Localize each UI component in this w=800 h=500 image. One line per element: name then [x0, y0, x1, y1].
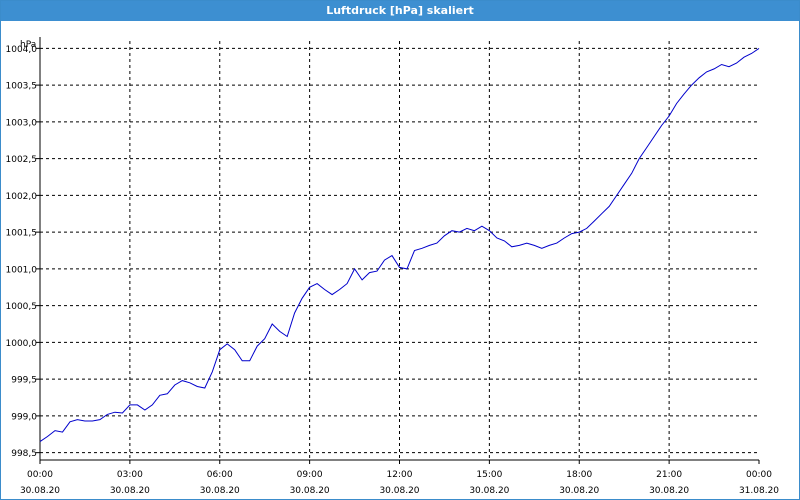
x-tick-date: 30.08.20 — [649, 486, 689, 496]
x-tick-date: 30.08.20 — [379, 486, 419, 496]
series-line — [39, 47, 760, 443]
x-tick-time: 06:00 — [207, 470, 233, 480]
y-tick-label: 1001,0 — [6, 265, 38, 275]
x-tick-date: 30.08.20 — [290, 486, 330, 496]
x-tick-date: 31.08.20 — [739, 486, 779, 496]
x-tick-date: 30.08.20 — [200, 486, 240, 496]
x-tick-date: 30.08.20 — [20, 486, 60, 496]
x-tick-date: 30.08.20 — [110, 486, 150, 496]
x-tick-time: 03:00 — [117, 470, 143, 480]
y-tick-label: 999,0 — [11, 412, 37, 422]
x-tick-time: 09:00 — [297, 470, 323, 480]
y-tick-label: 1003,0 — [6, 118, 38, 128]
y-axis-label: hPa — [20, 40, 36, 50]
x-tick-date: 30.08.20 — [559, 486, 599, 496]
x-tick-time: 18:00 — [566, 470, 592, 480]
y-tick-label: 1002,5 — [6, 155, 38, 165]
y-tick-label: 1004,0 — [6, 45, 38, 55]
x-tick-time: 00:00 — [746, 470, 772, 480]
y-tick-label: 1001,5 — [6, 229, 38, 239]
x-tick-date: 30.08.20 — [469, 486, 509, 496]
y-tick-label: 998,5 — [11, 449, 37, 459]
y-tick-label: 1003,5 — [6, 82, 38, 92]
x-tick-time: 21:00 — [656, 470, 682, 480]
y-tick-label: 999,5 — [11, 376, 37, 386]
y-tick-label: 1002,0 — [6, 192, 38, 202]
x-tick-time: 12:00 — [387, 470, 413, 480]
y-tick-label: 1000,0 — [6, 339, 38, 349]
x-tick-time: 15:00 — [476, 470, 502, 480]
chart-title: Luftdruck [hPa] skaliert — [1, 1, 799, 21]
x-tick-time: 00:00 — [27, 470, 53, 480]
y-tick-label: 1000,5 — [6, 302, 38, 312]
